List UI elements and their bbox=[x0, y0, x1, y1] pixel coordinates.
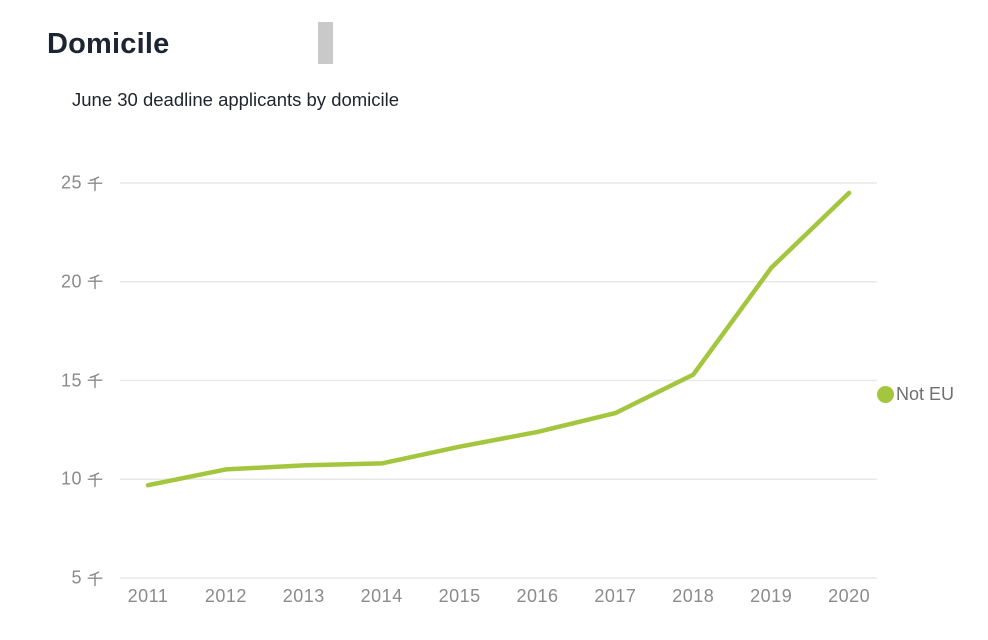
legend-series-label[interactable]: Not EU bbox=[896, 384, 955, 404]
legend: Not EU bbox=[877, 384, 954, 405]
y-axis-tick-label: 10 bbox=[61, 469, 103, 490]
thousand-unit-glyph bbox=[87, 175, 103, 191]
x-axis-tick-label: 2012 bbox=[204, 586, 247, 606]
x-axis-tick-label: 2019 bbox=[750, 586, 793, 606]
legend-series-dot-icon bbox=[877, 386, 894, 403]
series-line-not-eu bbox=[145, 190, 852, 488]
x-axis-tick-label: 2020 bbox=[828, 586, 871, 606]
series-group bbox=[145, 190, 852, 488]
x-axis-tick-label: 2016 bbox=[516, 586, 559, 606]
x-axis-tick-label: 2011 bbox=[127, 586, 169, 606]
y-axis-tick-label: 5 bbox=[71, 568, 103, 589]
x-axis-tick-label: 2014 bbox=[360, 586, 403, 606]
thousand-unit-glyph bbox=[87, 472, 103, 488]
x-axis-tick-label: 2017 bbox=[594, 586, 637, 606]
thousand-unit-glyph bbox=[87, 373, 103, 389]
thousand-unit-glyph bbox=[87, 570, 103, 586]
thousand-unit-glyph bbox=[87, 274, 103, 290]
y-axis-tick-label: 20 bbox=[61, 271, 103, 292]
x-axis-tick-label: 2015 bbox=[438, 586, 481, 606]
gridlines-group bbox=[120, 182, 877, 579]
x-axis-tick-label: 2018 bbox=[672, 586, 715, 606]
chart-subtitle: June 30 deadline applicants by domicile bbox=[72, 89, 400, 110]
y-axis-tick-label: 15 bbox=[61, 370, 103, 391]
x-axis-tick-label: 2013 bbox=[282, 586, 325, 606]
y-axis-tick-label: 25 bbox=[61, 173, 103, 194]
page-title: Domicile bbox=[47, 28, 170, 60]
gray-marker-bar bbox=[318, 22, 333, 64]
